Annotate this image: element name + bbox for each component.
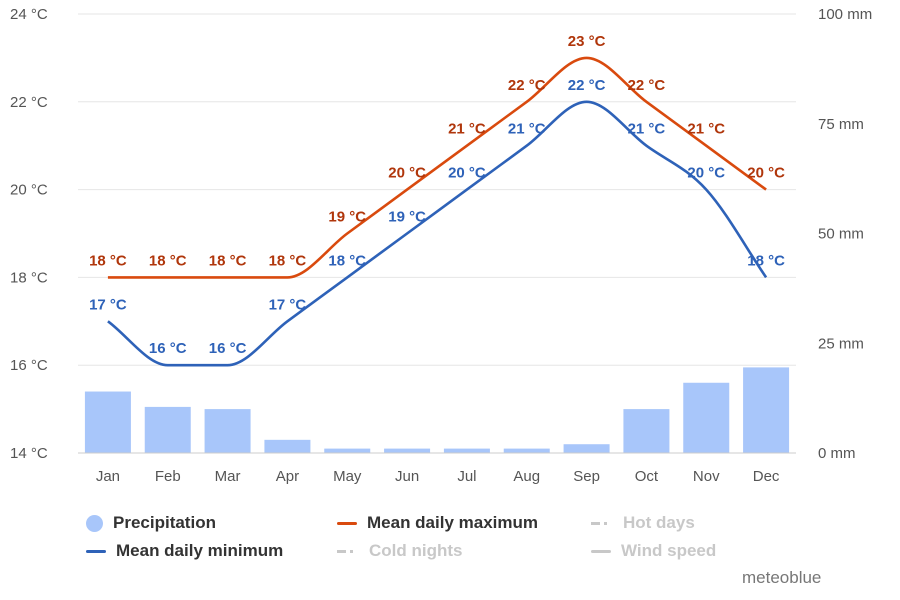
legend-mean-daily-maximum[interactable]: Mean daily maximum (337, 513, 538, 533)
mean-daily-minimum-data-label: 17 °C (89, 296, 127, 313)
data-labels: 18 °C 18 °C 18 °C 18 °C 19 °C 20 °C 21 °C 22 °C… (89, 33, 785, 357)
mean-daily-minimum-data-label: 16 °C (209, 340, 247, 357)
legend-mean-daily-minimum[interactable]: Mean daily minimum (86, 541, 283, 561)
legend-wind-speed-label: Wind speed (621, 541, 717, 560)
legend-max-label: Mean daily maximum (367, 513, 539, 532)
x-tick-label: May (333, 468, 362, 485)
mean-daily-maximum-data-label: 18 °C (149, 252, 187, 269)
mean-daily-minimum-data-label: 20 °C (687, 165, 725, 182)
legend-wind-speed[interactable]: Wind speed (591, 541, 716, 561)
y-left-tick-label: 18 °C (10, 269, 48, 286)
credit-text: meteoblue (742, 568, 822, 587)
mean-daily-maximum-line (107, 56, 767, 279)
precipitation-bar (384, 448, 431, 453)
mean-daily-minimum-data-label: 17 °C (269, 296, 307, 313)
mean-daily-minimum-data-label: 21 °C (628, 121, 666, 138)
mean-daily-minimum-line (107, 100, 768, 367)
wind-speed-marker (591, 549, 611, 553)
y-right-tick-label: 75 mm (818, 116, 864, 133)
y-right-tick-label: 100 mm (818, 6, 872, 23)
max-line-marker (337, 521, 357, 525)
mean-daily-maximum-data-label: 20 °C (747, 165, 785, 182)
hot-days-marker (591, 521, 613, 525)
x-tick-label: Aug (513, 468, 540, 485)
mean-daily-minimum-data-label: 18 °C (747, 252, 785, 269)
y-left-tick-label: 24 °C (10, 6, 48, 23)
legend-precipitation-label: Precipitation (113, 513, 216, 532)
x-tick-label: Oct (635, 468, 659, 485)
precipitation-bar (743, 367, 790, 453)
mean-daily-maximum-data-label: 19 °C (328, 209, 366, 226)
x-tick-label: Sep (573, 468, 600, 485)
mean-daily-maximum-data-label: 18 °C (209, 252, 247, 269)
x-tick-label: Mar (215, 468, 241, 485)
mean-daily-maximum-data-label: 22 °C (508, 77, 546, 94)
y-left-tick-label: 22 °C (10, 94, 48, 111)
y-right-tick-label: 50 mm (818, 226, 864, 243)
mean-daily-minimum-data-label: 22 °C (568, 77, 606, 94)
min-line-marker (86, 549, 106, 553)
mean-daily-maximum-data-label: 21 °C (448, 121, 486, 138)
mean-daily-maximum-data-label: 20 °C (388, 165, 426, 182)
precipitation-bar (503, 448, 550, 453)
x-tick-label: Apr (276, 468, 299, 485)
legend-precipitation[interactable]: Precipitation (86, 513, 216, 533)
mean-daily-minimum-data-label: 20 °C (448, 165, 486, 182)
x-tick-label: Nov (693, 468, 720, 485)
x-axis: Jan Feb Mar Apr May Jun Jul Aug Sep Oct Nov Dec (78, 452, 796, 485)
x-tick-label: Dec (753, 468, 780, 485)
legend-min-label: Mean daily minimum (116, 541, 284, 560)
temperature-lines (107, 56, 768, 367)
precipitation-bars (84, 367, 790, 453)
y-left-tick-label: 14 °C (10, 445, 48, 462)
cold-nights-marker (337, 549, 359, 553)
x-tick-label: Jul (457, 468, 476, 485)
precipitation-marker (86, 514, 103, 532)
precipitation-bar (683, 382, 730, 453)
precipitation-bar (264, 439, 311, 453)
precipitation-bar (144, 406, 191, 453)
y-left-tick-label: 20 °C (10, 182, 48, 199)
x-tick-label: Jun (395, 468, 419, 485)
y-right-tick-label: 0 mm (818, 445, 856, 462)
legend-cold-nights[interactable]: Cold nights (337, 541, 462, 561)
x-tick-label: Feb (155, 468, 181, 485)
y-axis-left: 14 °C 16 °C 18 °C 20 °C 22 °C 24 °C (10, 6, 48, 462)
mean-daily-maximum-data-label: 23 °C (568, 33, 606, 50)
mean-daily-minimum-data-label: 19 °C (388, 209, 426, 226)
precipitation-bar (623, 409, 670, 453)
legend-cold-nights-label: Cold nights (369, 541, 463, 560)
y-right-tick-label: 25 mm (818, 335, 864, 352)
precipitation-bar (324, 448, 371, 453)
mean-daily-maximum-data-label: 21 °C (687, 121, 725, 138)
x-tick-label: Jan (96, 468, 120, 485)
mean-daily-maximum-data-label: 18 °C (269, 252, 307, 269)
y-left-tick-label: 16 °C (10, 357, 48, 374)
precipitation-bar (563, 444, 610, 453)
mean-daily-minimum-data-label: 16 °C (149, 340, 187, 357)
precipitation-bar (443, 448, 490, 453)
mean-daily-minimum-data-label: 21 °C (508, 121, 546, 138)
legend-hot-days-label: Hot days (623, 513, 695, 532)
mean-daily-maximum-data-label: 22 °C (628, 77, 666, 94)
legend-hot-days[interactable]: Hot days (591, 513, 695, 533)
precipitation-bar (84, 391, 131, 453)
y-axis-right: 0 mm 25 mm 50 mm 75 mm 100 mm (818, 6, 872, 462)
precipitation-bar (204, 409, 251, 453)
mean-daily-minimum-data-label: 18 °C (328, 252, 366, 269)
mean-daily-maximum-data-label: 18 °C (89, 252, 127, 269)
